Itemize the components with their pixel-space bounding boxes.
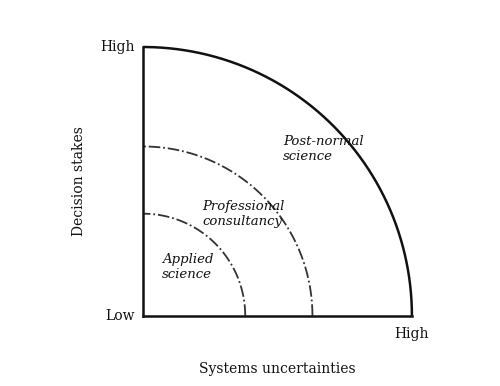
Text: Low: Low: [106, 309, 135, 323]
Text: Decision stakes: Decision stakes: [72, 127, 86, 236]
Text: High: High: [100, 40, 135, 54]
Text: Applied
science: Applied science: [162, 254, 214, 281]
Text: Post-normal
science: Post-normal science: [283, 135, 364, 163]
Text: High: High: [394, 327, 429, 340]
Text: Systems uncertainties: Systems uncertainties: [199, 362, 356, 376]
Text: Professional
consultancy: Professional consultancy: [202, 200, 284, 228]
